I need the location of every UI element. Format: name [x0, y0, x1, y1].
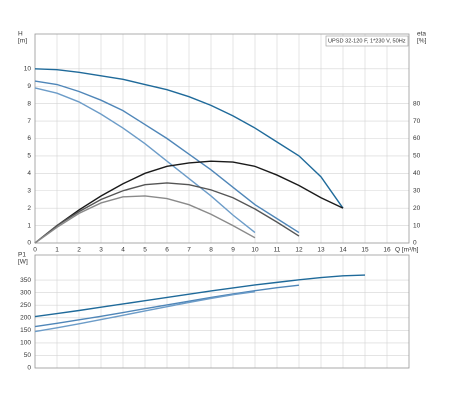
y-tick-label: 6 [27, 135, 31, 142]
y-tick-label: 250 [20, 302, 31, 309]
y-tick-label: 8 [27, 100, 31, 107]
y2-tick-label: 80 [413, 100, 421, 107]
x-tick-label: 12 [295, 247, 303, 254]
curve [34, 68, 344, 209]
y-tick-label: 4 [27, 170, 31, 177]
y-tick-label: 3 [27, 187, 31, 194]
y-tick-label: 9 [27, 83, 31, 90]
y-tick-label: 1 [27, 222, 31, 229]
curve [34, 195, 256, 244]
y-axis-unit: [m] [18, 38, 27, 45]
y2-axis-label: eta [417, 31, 426, 38]
x-tick-label: 13 [317, 247, 325, 254]
x-tick-label: 6 [165, 247, 169, 254]
y-tick-label: 10 [24, 66, 32, 73]
curve [34, 284, 300, 328]
y2-tick-label: 50 [413, 153, 421, 160]
x-tick-label: 14 [339, 247, 347, 254]
y-tick-label: 0 [27, 240, 31, 247]
x-tick-label: 7 [187, 247, 191, 254]
x-tick-label: 9 [231, 247, 235, 254]
y-tick-label: 50 [24, 352, 32, 359]
x-tick-label: 11 [274, 247, 281, 254]
curve [34, 87, 256, 234]
y-tick-label: 350 [20, 277, 31, 284]
y2-tick-label: 60 [413, 135, 421, 142]
x-tick-label: 15 [361, 247, 369, 254]
y-tick-label: 150 [20, 327, 31, 334]
x-tick-label: 16 [383, 247, 391, 254]
plot-frame [34, 254, 410, 369]
y-tick-label: 2 [27, 205, 31, 212]
x-tick-label: 1 [55, 247, 59, 254]
curve [34, 80, 300, 234]
y2-tick-label: 20 [413, 205, 421, 212]
y-axis-label: P1 [18, 252, 26, 259]
x-tick-label: 2 [77, 247, 81, 254]
x-tick-label: 3 [99, 247, 103, 254]
y-tick-label: 5 [27, 153, 31, 160]
x-tick-label: 4 [121, 247, 125, 254]
y2-tick-label: 40 [413, 170, 421, 177]
y-axis-label: H [18, 31, 23, 38]
curve [34, 182, 300, 244]
y2-axis-unit: [%] [417, 38, 427, 45]
title-box [325, 35, 409, 47]
y2-tick-label: 70 [413, 118, 421, 125]
plot-frame [34, 33, 410, 244]
x-tick-label: 0 [33, 247, 37, 254]
curve [34, 160, 344, 244]
y-tick-label: 0 [27, 365, 31, 372]
x-axis-label: Q [m³/h] [395, 247, 419, 254]
y2-tick-label: 0 [413, 240, 417, 247]
y2-tick-label: 30 [413, 187, 421, 194]
x-tick-label: 5 [143, 247, 147, 254]
curve [34, 274, 366, 318]
y-tick-label: 300 [20, 289, 31, 296]
y-tick-label: 100 [20, 340, 31, 347]
y-tick-label: 200 [20, 314, 31, 321]
y-axis-unit: [W] [18, 259, 28, 266]
x-tick-label: 10 [251, 247, 259, 254]
y-tick-label: 7 [27, 118, 31, 125]
chart-title: UPSD 32-120 F, 1*230 V, 50Hz [328, 38, 406, 44]
x-tick-label: 8 [209, 247, 213, 254]
y2-tick-label: 10 [413, 222, 421, 229]
curve [34, 290, 256, 333]
